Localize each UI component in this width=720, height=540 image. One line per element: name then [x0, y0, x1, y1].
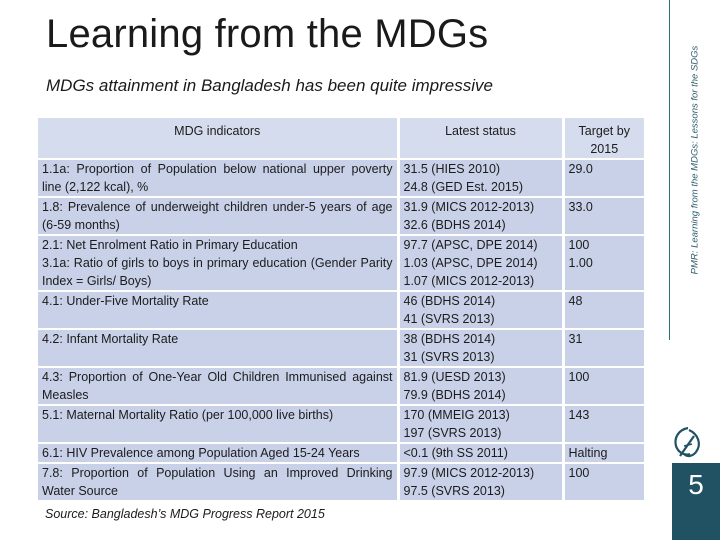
table-row: 2.1: Net Enrolment Ratio in Primary Educ…: [38, 234, 644, 291]
status-text: 1.07 (MICS 2012-2013): [403, 274, 535, 288]
table-header-row: MDG indicators Latest status Target by 2…: [38, 118, 644, 160]
indicator-text: 4.2: Infant Mortality Rate: [42, 332, 179, 346]
column-header-indicator: MDG indicators: [38, 118, 398, 160]
source-note: Source: Bangladesh’s MDG Progress Report…: [45, 507, 325, 521]
page-number: 5: [672, 463, 720, 540]
indicator-text: 1.8: Prevalence of underweight children …: [42, 200, 393, 232]
indicator-cell: 4.2: Infant Mortality Rate: [38, 328, 398, 367]
table-row: 1.8: Prevalence of underweight children …: [38, 196, 644, 235]
status-cell: 97.7 (APSC, DPE 2014) 1.03 (APSC, DPE 201…: [396, 234, 563, 291]
mdg-table: MDG indicators Latest status Target by 2…: [38, 118, 644, 500]
status-text: 170 (MMEIG 2013): [403, 408, 510, 422]
target-cell: Halting: [561, 442, 644, 463]
indicator-text: 4.1: Under-Five Mortality Rate: [42, 294, 209, 308]
side-footer-text: PMR: Learning from the MDGs: Lessons for…: [689, 45, 701, 275]
status-cell: 31.5 (HIES 2010) 24.8 (GED Est. 2015): [396, 158, 563, 197]
indicator-text: 3.1a: Ratio of girls to boys in primary …: [42, 256, 393, 288]
indicator-cell: 5.1: Maternal Mortality Ratio (per 100,0…: [38, 404, 398, 443]
status-text: 31.5 (HIES 2010): [403, 162, 501, 176]
target-cell: 33.0: [561, 196, 644, 235]
status-cell: 97.9 (MICS 2012-2013) 97.5 (SVRS 2013): [396, 462, 563, 500]
status-cell: 170 (MMEIG 2013) 197 (SVRS 2013): [396, 404, 563, 443]
indicator-cell: 2.1: Net Enrolment Ratio in Primary Educ…: [38, 234, 398, 291]
status-text: 197 (SVRS 2013): [403, 426, 502, 440]
table-row: 4.3: Proportion of One-Year Old Children…: [38, 366, 644, 405]
status-cell: 81.9 (UESD 2013) 79.9 (BDHS 2014): [396, 366, 563, 405]
status-text: 97.9 (MICS 2012-2013): [403, 466, 535, 480]
table-row: 4.2: Infant Mortality Rate 38 (BDHS 2014)…: [38, 328, 644, 367]
column-header-target: Target by 2015: [561, 118, 644, 160]
status-text: 32.6 (BDHS 2014): [403, 218, 506, 232]
status-text: 41 (SVRS 2013): [403, 312, 495, 326]
status-text: 97.7 (APSC, DPE 2014): [403, 238, 538, 252]
indicator-cell: 7.8: Proportion of Population Using an I…: [38, 462, 398, 500]
table-body: 1.1a: Proportion of Population below nat…: [38, 158, 644, 500]
table-row: 1.1a: Proportion of Population below nat…: [38, 158, 644, 197]
status-text: 79.9 (BDHS 2014): [403, 388, 506, 402]
indicator-text: 4.3: Proportion of One-Year Old Children…: [42, 370, 393, 402]
status-cell: <0.1 (9th SS 2011): [396, 442, 563, 463]
indicator-text: 1.1a: Proportion of Population below nat…: [42, 162, 393, 194]
side-divider: [669, 0, 670, 340]
target-cell: 100: [561, 462, 644, 500]
target-cell: 48: [561, 290, 644, 329]
target-cell: 143: [561, 404, 644, 443]
status-cell: 46 (BDHS 2014) 41 (SVRS 2013): [396, 290, 563, 329]
target-cell: 31: [561, 328, 644, 367]
status-cell: 38 (BDHS 2014) 31 (SVRS 2013): [396, 328, 563, 367]
slide-subtitle: MDGs attainment in Bangladesh has been q…: [46, 76, 493, 95]
indicator-text: 5.1: Maternal Mortality Ratio (per 100,0…: [42, 408, 334, 422]
status-text: <0.1 (9th SS 2011): [403, 446, 508, 460]
status-text: 38 (BDHS 2014): [403, 332, 496, 346]
status-text: 81.9 (UESD 2013): [403, 370, 506, 384]
table-row: 7.8: Proportion of Population Using an I…: [38, 462, 644, 500]
status-text: 31.9 (MICS 2012-2013): [403, 200, 535, 214]
indicator-text: 6.1: HIV Prevalence among Population Age…: [42, 446, 360, 460]
status-text: 31 (SVRS 2013): [403, 350, 495, 364]
status-text: 1.03 (APSC, DPE 2014): [403, 256, 538, 270]
indicator-cell: 1.1a: Proportion of Population below nat…: [38, 158, 398, 197]
indicator-cell: 4.3: Proportion of One-Year Old Children…: [38, 366, 398, 405]
table-row: 6.1: HIV Prevalence among Population Age…: [38, 442, 644, 463]
target-cell: 29.0: [561, 158, 644, 197]
status-text: 24.8 (GED Est. 2015): [403, 180, 524, 194]
status-cell: 31.9 (MICS 2012-2013) 32.6 (BDHS 2014): [396, 196, 563, 235]
indicator-cell: 1.8: Prevalence of underweight children …: [38, 196, 398, 235]
indicator-text: 7.8: Proportion of Population Using an I…: [42, 466, 393, 498]
slide-title: Learning from the MDGs: [46, 12, 489, 56]
indicator-cell: 4.1: Under-Five Mortality Rate: [38, 290, 398, 329]
table-row: 5.1: Maternal Mortality Ratio (per 100,0…: [38, 404, 644, 443]
target-cell: 100: [561, 366, 644, 405]
indicator-text: 2.1: Net Enrolment Ratio in Primary Educ…: [42, 238, 298, 252]
status-text: 97.5 (SVRS 2013): [403, 484, 505, 498]
target-cell: 100 1.00: [561, 234, 644, 291]
logo-leaf-icon: [674, 426, 700, 458]
indicator-cell: 6.1: HIV Prevalence among Population Age…: [38, 442, 398, 463]
column-header-status: Latest status: [396, 118, 563, 160]
status-text: 46 (BDHS 2014): [403, 294, 496, 308]
table-row: 4.1: Under-Five Mortality Rate 46 (BDHS 2…: [38, 290, 644, 329]
